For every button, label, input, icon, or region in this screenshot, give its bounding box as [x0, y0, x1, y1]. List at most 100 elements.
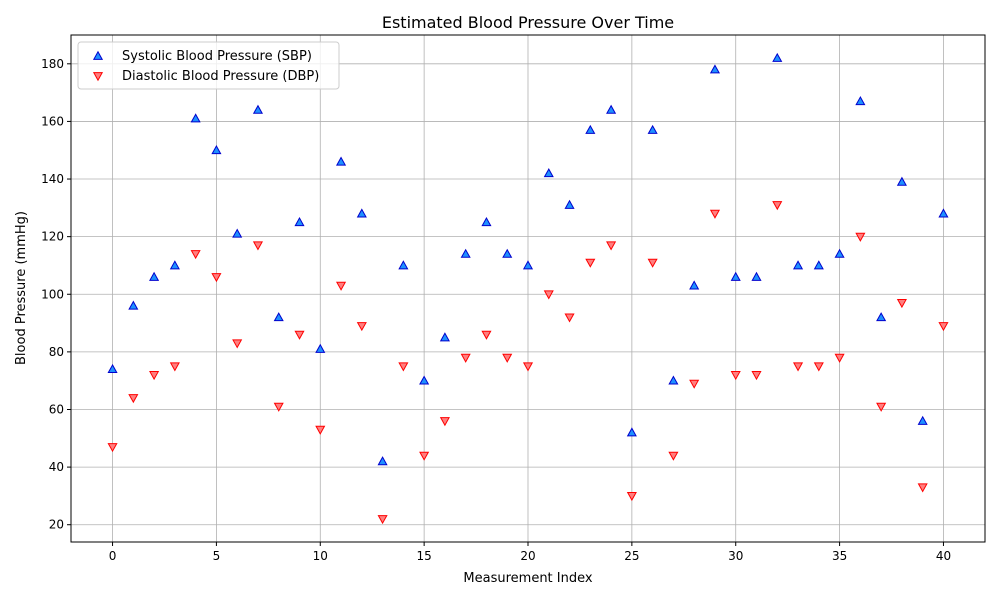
- y-axis-ticks: 20 40 60 80 100 120 140 160 180: [41, 57, 71, 532]
- legend-label-sbp: Systolic Blood Pressure (SBP): [122, 49, 312, 64]
- dbp-point: [252, 241, 264, 251]
- y-tick-label: 140: [41, 172, 64, 186]
- dbp-point: [419, 451, 430, 461]
- dbp-point: [294, 330, 305, 340]
- dbp-point: [896, 299, 907, 309]
- sbp-point: [335, 156, 347, 166]
- legend: Systolic Blood Pressure (SBP) Diastolic …: [77, 41, 340, 90]
- sbp-point: [751, 271, 762, 281]
- dbp-point: [585, 258, 596, 268]
- dbp-point: [398, 362, 409, 372]
- sbp-point: [896, 176, 907, 186]
- x-tick-label: 35: [832, 549, 847, 563]
- y-tick-label: 20: [49, 518, 64, 532]
- y-tick-label: 60: [49, 402, 64, 416]
- dbp-point: [107, 443, 118, 453]
- dbp-point: [356, 322, 367, 332]
- dbp-point: [730, 371, 741, 381]
- dbp-point: [169, 362, 180, 372]
- dbp-point: [377, 515, 388, 525]
- sbp-point: [834, 248, 845, 258]
- dbp-point: [855, 232, 866, 242]
- sbp-point: [211, 144, 222, 155]
- sbp-point: [813, 260, 824, 270]
- sbp-point: [315, 343, 326, 353]
- sbp-point: [273, 312, 284, 322]
- sbp-point: [647, 124, 658, 134]
- dbp-point: [502, 353, 513, 363]
- dbp-point: [772, 201, 783, 211]
- dbp-point: [668, 451, 679, 461]
- sbp-point: [668, 375, 679, 385]
- y-tick-label: 180: [41, 57, 64, 71]
- x-tick-label: 40: [936, 549, 951, 563]
- sbp-point: [460, 248, 471, 258]
- dbp-point: [232, 339, 243, 349]
- sbp-point: [149, 271, 160, 281]
- dbp-point: [792, 362, 804, 372]
- dbp-point: [335, 281, 347, 291]
- dbp-point: [606, 241, 617, 251]
- x-tick-label: 20: [520, 549, 535, 563]
- sbp-point: [709, 64, 721, 74]
- dbp-point: [876, 402, 887, 412]
- dbp-point: [709, 209, 721, 219]
- legend-marker-dbp: [92, 72, 104, 82]
- sbp-point: [398, 260, 409, 270]
- y-axis-label: Blood Pressure (mmHg): [14, 211, 29, 365]
- dbp-point: [917, 483, 928, 493]
- dbp-point: [273, 402, 284, 412]
- sbp-point: [917, 415, 928, 425]
- sbp-point: [626, 427, 637, 437]
- x-tick-label: 5: [213, 549, 221, 563]
- dbp-point: [522, 362, 534, 372]
- dbp-point: [626, 492, 637, 502]
- sbp-point: [128, 300, 139, 310]
- dbp-point: [190, 250, 201, 260]
- sbp-point: [107, 363, 118, 374]
- dbp-point: [315, 425, 326, 435]
- dbp-point: [128, 394, 139, 404]
- dbp-point: [689, 379, 700, 389]
- sbp-point: [377, 456, 388, 466]
- sbp-point: [855, 96, 866, 106]
- sbp-point: [564, 199, 575, 209]
- x-tick-label: 15: [416, 549, 431, 563]
- dbp-point: [647, 258, 658, 268]
- y-tick-label: 80: [49, 345, 64, 359]
- y-tick-label: 120: [41, 230, 64, 244]
- grid: [71, 35, 985, 542]
- sbp-point: [419, 375, 430, 385]
- sbp-point: [543, 168, 554, 178]
- chart-title: Estimated Blood Pressure Over Time: [382, 13, 674, 32]
- sbp-point: [585, 124, 596, 134]
- legend-label-dbp: Diastolic Blood Pressure (DBP): [122, 69, 319, 84]
- sbp-point: [792, 260, 804, 270]
- data-marks: [107, 52, 949, 525]
- dbp-point: [834, 353, 845, 363]
- x-tick-label: 0: [109, 549, 117, 563]
- legend-box: [77, 41, 340, 90]
- sbp-point: [730, 271, 741, 281]
- dbp-point: [460, 353, 471, 363]
- sbp-point: [689, 280, 700, 290]
- dbp-point: [751, 371, 762, 381]
- sbp-point: [606, 104, 617, 114]
- sbp-point: [190, 113, 201, 123]
- sbp-point: [169, 260, 180, 270]
- dbp-point: [211, 273, 222, 283]
- dbp-point: [543, 290, 554, 300]
- sbp-point: [876, 312, 887, 322]
- sbp-point: [522, 260, 534, 270]
- sbp-point: [252, 104, 264, 114]
- y-tick-label: 100: [41, 287, 64, 301]
- y-tick-label: 40: [49, 460, 64, 474]
- x-tick-label: 10: [313, 549, 328, 563]
- x-axis-label: Measurement Index: [463, 571, 592, 586]
- legend-marker-sbp: [92, 50, 104, 60]
- x-tick-label: 25: [624, 549, 639, 563]
- sbp-point: [356, 208, 367, 218]
- dbp-point: [813, 362, 824, 372]
